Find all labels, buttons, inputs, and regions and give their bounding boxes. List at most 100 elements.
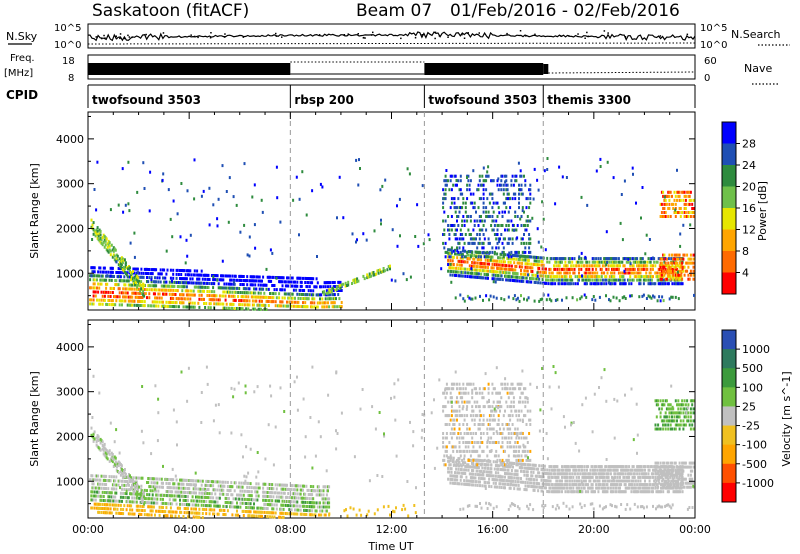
- data-cell: [608, 275, 611, 279]
- data-cell: [269, 279, 271, 283]
- data-cell: [114, 283, 117, 287]
- data-cell: [353, 281, 356, 285]
- data-cell: [161, 178, 164, 182]
- data-cell: [316, 505, 319, 509]
- data-cell: [232, 294, 235, 298]
- data-cell: [463, 299, 466, 303]
- data-cell: [315, 277, 318, 281]
- data-cell: [571, 278, 574, 282]
- data-cell: [357, 279, 360, 283]
- data-cell: [562, 278, 565, 282]
- data-cell: [457, 259, 460, 263]
- data-cell: [256, 303, 259, 307]
- data-cell: [390, 278, 393, 282]
- data-cell: [483, 179, 486, 183]
- data-cell: [144, 292, 147, 296]
- data-cell: [95, 440, 98, 444]
- data-cell: [292, 288, 295, 292]
- data-cell: [456, 471, 459, 475]
- data-cell: [103, 482, 106, 486]
- data-cell: [232, 286, 235, 290]
- data-cell: [167, 494, 170, 498]
- data-cell: [131, 287, 134, 291]
- data-cell: [639, 271, 642, 275]
- data-cell: [113, 499, 115, 503]
- data-cell: [231, 302, 234, 306]
- data-cell: [284, 499, 287, 503]
- data-cell: [520, 183, 523, 187]
- data-cell: [312, 489, 315, 493]
- data-cell: [255, 275, 258, 279]
- nsky-label: N.Sky: [6, 30, 38, 43]
- data-cell: [514, 210, 517, 214]
- data-cell: [181, 285, 184, 289]
- data-cell: [380, 222, 382, 226]
- data-cell: [200, 281, 203, 285]
- data-cell: [447, 466, 450, 470]
- data-cell: [679, 198, 682, 202]
- data-cell: [323, 290, 326, 294]
- data-cell: [317, 513, 320, 517]
- data-cell: [267, 487, 270, 490]
- data-cell: [237, 307, 240, 311]
- data-cell: [214, 492, 217, 496]
- nsky-point: [438, 35, 441, 37]
- data-cell: [117, 287, 120, 291]
- data-cell: [461, 461, 464, 465]
- data-cell: [175, 494, 178, 498]
- data-cell: [678, 282, 681, 286]
- data-cell: [521, 237, 524, 241]
- data-cell: [155, 485, 158, 489]
- data-cell: [152, 505, 155, 509]
- data-cell: [603, 260, 606, 264]
- data-cell: [138, 485, 141, 489]
- data-cell: [266, 495, 269, 498]
- data-cell: [449, 252, 452, 255]
- data-cell: [304, 297, 307, 301]
- data-cell: [117, 499, 120, 503]
- data-cell: [689, 273, 692, 277]
- data-cell: [558, 165, 561, 169]
- data-cell: [248, 279, 251, 283]
- data-cell: [151, 477, 154, 481]
- data-cell: [275, 165, 278, 169]
- data-cell: [510, 264, 513, 268]
- data-cell: [551, 282, 554, 286]
- data-cell: [572, 264, 575, 268]
- data-cell: [507, 241, 510, 245]
- data-cell: [476, 483, 479, 487]
- data-cell: [204, 504, 207, 507]
- data-cell: [284, 495, 287, 499]
- data-cell: [148, 284, 151, 288]
- data-cell: [196, 273, 199, 277]
- data-cell: [576, 298, 579, 302]
- data-cell: [275, 503, 278, 507]
- data-cell: [458, 263, 461, 267]
- data-cell: [515, 265, 518, 268]
- data-cell: [108, 511, 111, 515]
- data-cell: [278, 515, 281, 519]
- data-cell: [488, 250, 491, 254]
- data-cell: [529, 266, 532, 270]
- data-cell: [180, 285, 183, 289]
- data-cell: [287, 276, 290, 280]
- data-cell: [688, 257, 691, 261]
- data-cell: [109, 507, 112, 511]
- data-cell: [528, 250, 531, 254]
- data-cell: [335, 297, 337, 301]
- data-cell: [291, 296, 294, 300]
- data-cell: [172, 268, 175, 272]
- data-cell: [475, 272, 478, 276]
- colorbar-swatch: [722, 272, 736, 295]
- data-cell: [269, 491, 271, 495]
- data-cell: [222, 278, 225, 282]
- data-cell: [171, 301, 174, 304]
- data-cell: [298, 276, 301, 280]
- data-cell: [247, 514, 250, 518]
- data-cell: [674, 295, 677, 299]
- data-cell: [328, 485, 331, 489]
- data-cell: [657, 257, 660, 261]
- data-cell: [89, 302, 92, 306]
- data-cell: [254, 295, 257, 299]
- data-cell: [213, 500, 216, 504]
